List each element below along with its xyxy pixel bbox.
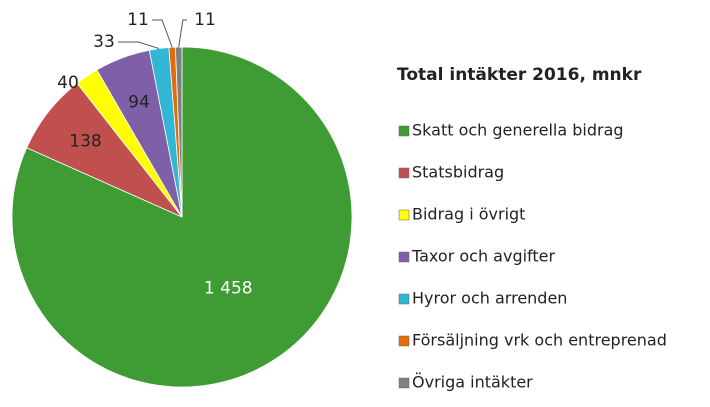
- legend-swatch: [398, 251, 410, 263]
- data-label: 11: [127, 10, 149, 30]
- legend-label: Bidrag i övrigt: [412, 205, 525, 224]
- data-label: 94: [128, 92, 150, 112]
- legend-swatch: [398, 335, 410, 347]
- data-label: 33: [93, 32, 115, 52]
- legend-swatch: [398, 125, 410, 137]
- legend-label: Taxor och avgifter: [411, 247, 556, 266]
- data-label: 40: [57, 73, 79, 93]
- pie-slice: [175, 46, 183, 218]
- leader-line: [118, 41, 160, 50]
- chart-title: Total intäkter 2016, mnkr: [397, 65, 642, 85]
- legend-swatch: [398, 377, 410, 389]
- legend-label: Statsbidrag: [412, 163, 504, 182]
- leader-line: [152, 19, 173, 48]
- legend-swatch: [398, 209, 410, 221]
- data-label: 138: [69, 132, 101, 152]
- legend-label: Skatt och generella bidrag: [412, 121, 624, 140]
- data-label: 11: [194, 10, 216, 30]
- legend-label: Hyror och arrenden: [412, 289, 567, 308]
- legend-label: Försäljning vrk och entreprenad: [412, 331, 667, 350]
- legend-label: Övriga intäkter: [412, 373, 533, 392]
- leader-line: [178, 19, 187, 48]
- legend-swatch: [398, 167, 410, 179]
- data-label: 1 458: [204, 278, 253, 298]
- legend-swatch: [398, 293, 410, 305]
